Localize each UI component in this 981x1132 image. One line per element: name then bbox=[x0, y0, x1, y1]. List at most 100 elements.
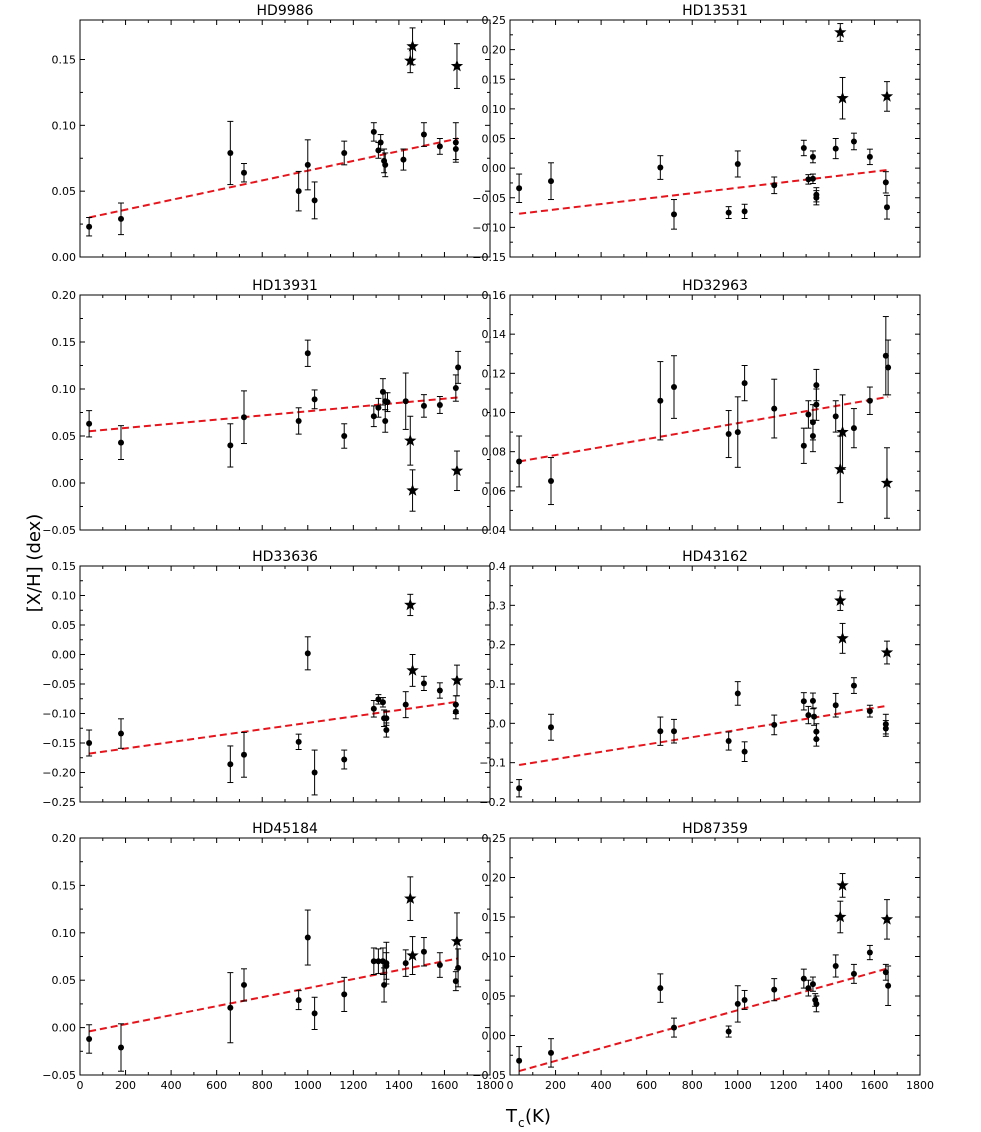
data-point bbox=[885, 364, 892, 371]
data-point bbox=[295, 997, 302, 1004]
x-tick-label: 600 bbox=[206, 1079, 227, 1092]
data-point bbox=[741, 996, 748, 1003]
x-tick-label: 1000 bbox=[724, 1079, 752, 1092]
y-tick-label: −0.20 bbox=[42, 767, 76, 780]
data-point bbox=[516, 1057, 523, 1064]
x-tick-label: 0 bbox=[77, 1079, 84, 1092]
data-point bbox=[850, 138, 857, 145]
data-point bbox=[227, 1004, 234, 1011]
panel-hd33636: HD33636 −0.25 −0.20 −0.15 −0.10 −0.05 0.00 0.05… bbox=[42, 549, 491, 809]
star-marker bbox=[836, 91, 849, 104]
y-tick-label: −0.10 bbox=[42, 708, 76, 721]
y-tick-label: −0.05 bbox=[472, 192, 506, 205]
data-point bbox=[771, 721, 778, 728]
fit-line bbox=[88, 137, 459, 219]
fit-line bbox=[88, 957, 459, 1033]
x-tick-label: 200 bbox=[115, 1079, 136, 1092]
star-marker bbox=[450, 673, 464, 686]
y-tick-label: 0.25 bbox=[482, 832, 507, 845]
y-tick-label: 0.05 bbox=[482, 133, 507, 146]
data-point bbox=[86, 1035, 93, 1042]
fit-line bbox=[89, 396, 459, 433]
data-point bbox=[516, 185, 523, 192]
y-tick-label: 0.15 bbox=[52, 560, 77, 573]
data-point bbox=[383, 962, 390, 969]
data-point bbox=[813, 736, 820, 743]
star-marker bbox=[880, 912, 894, 925]
data-point bbox=[241, 414, 247, 421]
y-axis-label: [X/H] (dex) bbox=[24, 514, 45, 613]
data-point bbox=[227, 442, 234, 449]
data-point bbox=[813, 382, 820, 389]
data-point bbox=[800, 975, 807, 982]
star-marker bbox=[834, 25, 847, 38]
data-point bbox=[241, 981, 247, 988]
panels: HD99860.000.050.100.15HD13531−0.15−0.10−… bbox=[42, 3, 934, 1092]
data-point bbox=[516, 458, 523, 465]
data-point bbox=[800, 698, 807, 705]
y-tick-label: 0.16 bbox=[482, 289, 507, 302]
data-point bbox=[805, 712, 812, 719]
data-point bbox=[866, 708, 873, 715]
data-point bbox=[118, 730, 124, 737]
x-tick-label: 1200 bbox=[769, 1079, 797, 1092]
fit-line bbox=[518, 395, 889, 463]
data-point bbox=[657, 164, 664, 171]
plot-frame bbox=[79, 837, 491, 1076]
star-marker bbox=[404, 54, 417, 67]
data-point bbox=[741, 208, 748, 215]
y-tick-label: 0.20 bbox=[52, 289, 77, 302]
data-point bbox=[436, 687, 443, 694]
data-point bbox=[882, 969, 889, 976]
data-point bbox=[671, 384, 677, 391]
data-point bbox=[805, 411, 812, 418]
x-tick-label: 0 bbox=[507, 1079, 514, 1092]
data-point bbox=[86, 420, 93, 427]
star-marker bbox=[406, 949, 419, 961]
data-point bbox=[375, 958, 382, 965]
x-axis-label-unit: (K) bbox=[525, 1106, 551, 1127]
data-point bbox=[452, 701, 459, 708]
panel-title: HD13531 bbox=[682, 3, 748, 19]
data-point bbox=[295, 738, 302, 745]
data-point bbox=[241, 169, 247, 176]
data-point bbox=[377, 139, 384, 146]
data-point bbox=[370, 705, 377, 712]
star-marker bbox=[834, 910, 847, 923]
x-tick-label: 1400 bbox=[385, 1079, 413, 1092]
x-tick-label: 1800 bbox=[476, 1079, 504, 1092]
data-point bbox=[813, 1000, 820, 1007]
y-tick-label: 0.15 bbox=[52, 879, 77, 892]
data-point bbox=[436, 401, 443, 408]
data-point bbox=[734, 160, 741, 167]
data-point bbox=[671, 1024, 677, 1031]
star-marker bbox=[406, 39, 419, 52]
y-tick-label: 0.05 bbox=[52, 974, 77, 987]
data-point bbox=[304, 650, 311, 657]
fit-line bbox=[518, 704, 889, 767]
y-tick-label: 0.00 bbox=[482, 162, 507, 175]
panel-title: HD87359 bbox=[682, 821, 748, 837]
data-point bbox=[725, 1028, 732, 1035]
data-point bbox=[295, 188, 302, 195]
data-point bbox=[383, 727, 390, 734]
x-tick-label: 1000 bbox=[294, 1079, 322, 1092]
data-point bbox=[832, 413, 839, 420]
y-tick-label: 0.10 bbox=[52, 119, 77, 132]
data-point bbox=[771, 986, 778, 993]
y-tick-label: −0.05 bbox=[42, 1069, 76, 1082]
plot-frame bbox=[509, 837, 921, 1076]
data-point bbox=[725, 209, 732, 216]
data-point bbox=[436, 143, 443, 150]
y-tick-label: −0.15 bbox=[42, 737, 76, 750]
y-tick-label: 0.08 bbox=[482, 446, 507, 459]
panel-hd45184: HD45184 −0.05 0.00 0.05 0.10 0.15 0.20 0 200 400 6… bbox=[42, 821, 504, 1092]
data-point bbox=[548, 724, 554, 731]
data-point bbox=[671, 211, 677, 218]
data-point bbox=[671, 728, 677, 735]
data-point bbox=[548, 478, 554, 485]
star-marker bbox=[450, 464, 464, 477]
data-point bbox=[809, 981, 816, 988]
data-point bbox=[227, 761, 234, 768]
